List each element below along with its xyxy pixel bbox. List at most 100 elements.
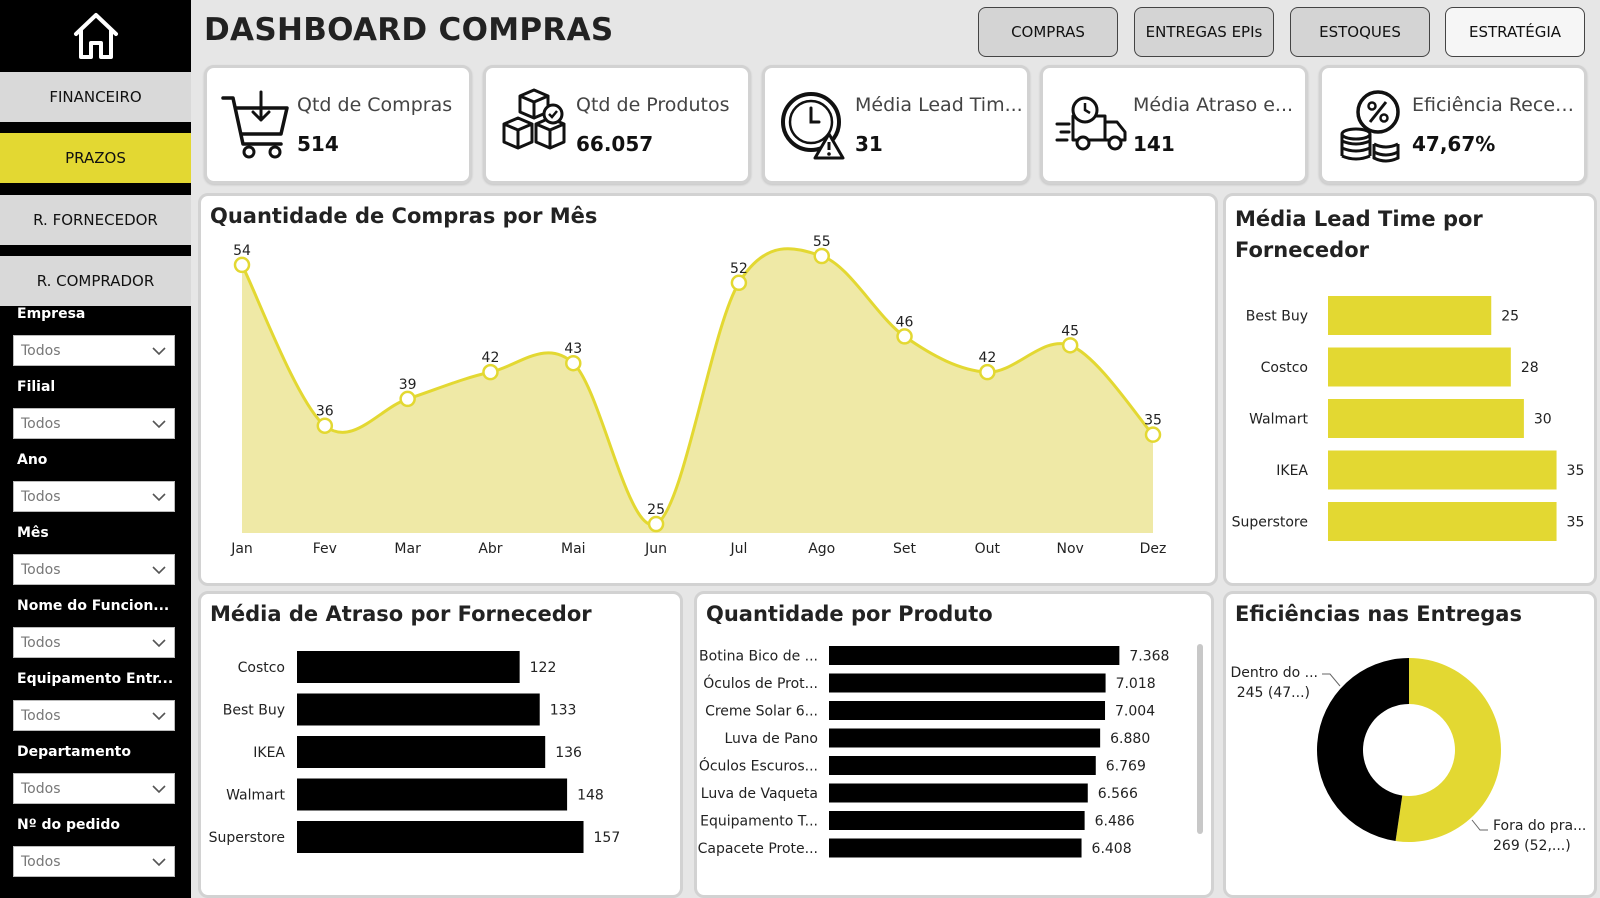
filter-label: Filial xyxy=(17,379,56,395)
filter-dropdown[interactable]: Todos xyxy=(13,846,175,877)
data-label: 55 xyxy=(813,234,831,250)
nav-label: PRAZOS xyxy=(65,149,126,167)
filter-dropdown[interactable]: Todos xyxy=(13,554,175,585)
chevron-down-icon xyxy=(152,858,166,867)
bar xyxy=(297,651,520,683)
bar-value-label: 28 xyxy=(1521,360,1539,376)
bar-category-label: Luva de Vaqueta xyxy=(701,786,818,802)
filter-dropdown[interactable]: Todos xyxy=(13,627,175,658)
bar xyxy=(829,838,1082,858)
percent-coins-icon xyxy=(1340,90,1400,163)
bar-category-label: Costco xyxy=(1261,360,1308,376)
x-tick-label: Mai xyxy=(561,541,586,557)
filter-dropdown[interactable]: Todos xyxy=(13,335,175,366)
estoques-button[interactable]: ESTOQUES xyxy=(1290,7,1430,57)
estrategia-button[interactable]: ESTRATÉGIA xyxy=(1445,7,1585,57)
filter-value: Todos xyxy=(21,708,61,724)
bar xyxy=(297,693,540,726)
nav-r-fornecedor[interactable]: R. FORNECEDOR xyxy=(0,195,191,245)
data-label: 25 xyxy=(647,502,665,518)
compras-button[interactable]: COMPRAS xyxy=(978,7,1118,57)
scrollbar[interactable] xyxy=(1197,644,1203,834)
clock-alert-icon xyxy=(781,92,845,160)
bar-category-label: Capacete Prote... xyxy=(698,841,818,857)
bar-category-label: Creme Solar 6... xyxy=(705,704,818,720)
bar xyxy=(829,811,1085,830)
bar-category-label: Best Buy xyxy=(223,703,285,719)
bar xyxy=(297,778,568,811)
filter-label: Ano xyxy=(17,452,48,468)
kpi-card-qtd-compras: Qtd de Compras 514 xyxy=(204,65,472,184)
bar xyxy=(1328,296,1492,335)
data-label: 52 xyxy=(730,261,748,277)
bar xyxy=(829,783,1088,803)
data-label: 39 xyxy=(399,377,417,393)
bar-value-label: 157 xyxy=(594,830,621,846)
delivery-truck-icon xyxy=(1055,96,1127,151)
page-title: DASHBOARD COMPRAS xyxy=(204,12,614,48)
home-button[interactable] xyxy=(0,0,191,72)
filter-dropdown[interactable]: Todos xyxy=(13,700,175,731)
bar-category-label: Best Buy xyxy=(1246,309,1308,325)
kpi-card-media-atraso: Média Atraso e... 141 xyxy=(1040,65,1308,184)
x-tick-label: Fev xyxy=(313,541,337,557)
nav-r-comprador[interactable]: R. COMPRADOR xyxy=(0,256,191,306)
bar-value-label: 133 xyxy=(550,703,577,719)
x-tick-label: Jul xyxy=(729,541,747,557)
filter-value: Todos xyxy=(21,635,61,651)
filter-label: Equipamento Entr... xyxy=(17,671,174,687)
bar-category-label: Costco xyxy=(238,660,285,676)
chart-title: Quantidade de Compras por Mês xyxy=(210,204,598,228)
x-tick-label: Dez xyxy=(1140,541,1167,557)
data-label: 45 xyxy=(1061,323,1079,339)
leader-line xyxy=(1322,673,1341,687)
data-point xyxy=(565,354,582,372)
bar-category-label: Superstore xyxy=(209,830,285,846)
kpi-value: 141 xyxy=(1133,132,1175,156)
donut-slice xyxy=(1317,658,1409,842)
area-fill xyxy=(242,248,1153,533)
x-tick-label: Ago xyxy=(808,541,835,557)
filter-dropdown[interactable]: Todos xyxy=(13,773,175,804)
chevron-down-icon xyxy=(152,566,166,575)
filter-dropdown[interactable]: Todos xyxy=(13,408,175,439)
filter-value: Todos xyxy=(21,854,61,870)
kpi-label: Média Atraso e... xyxy=(1133,94,1294,116)
kpi-value: 31 xyxy=(855,132,883,156)
bar xyxy=(297,821,584,853)
bar-value-label: 7.368 xyxy=(1129,649,1169,665)
home-icon xyxy=(73,13,118,59)
bar-category-label: Óculos Escuros... xyxy=(699,757,818,775)
donut-chart: Dentro do ... 245 (47...) Fora do pra... 26… xyxy=(1231,658,1586,854)
kpi-card-media-lead-time: Média Lead Tim... 31 xyxy=(762,65,1030,184)
bar xyxy=(1328,450,1557,490)
slice-label: Fora do pra... xyxy=(1493,818,1586,834)
kpi-label: Eficiência Recebi... xyxy=(1412,94,1584,116)
data-label: 43 xyxy=(564,341,582,357)
bar-category-label: Botina Bico de ... xyxy=(699,649,818,665)
donut-slice xyxy=(1395,658,1501,842)
slice-detail: 245 (47...) xyxy=(1237,685,1310,701)
bar-category-label: Walmart xyxy=(1249,412,1308,428)
chart-lead-time-fornecedor: Média Lead Time por Fornecedor Best Buy 2… xyxy=(1223,193,1597,586)
bar-value-label: 25 xyxy=(1501,309,1519,325)
x-tick-label: Out xyxy=(975,541,1001,557)
data-label: 35 xyxy=(1144,413,1162,429)
data-point xyxy=(979,363,996,381)
chevron-down-icon xyxy=(152,347,166,356)
bar xyxy=(1328,399,1524,438)
bar-chart: Botina Bico de ... 7.368 Óculos de Prot...… xyxy=(698,646,1169,858)
chart-title: Quantidade por Produto xyxy=(706,602,993,626)
filter-dropdown[interactable]: Todos xyxy=(13,481,175,512)
nav-prazos[interactable]: PRAZOS xyxy=(0,133,191,183)
bar-chart: Costco 122 Best Buy 133 IKEA 136 Walmart 148 Sup… xyxy=(209,651,621,853)
filter-label: Empresa xyxy=(17,306,86,322)
data-point xyxy=(1061,337,1079,354)
x-tick-label: Set xyxy=(893,541,917,557)
chart-quantidade-por-produto: Quantidade por Produto Botina Bico de ..… xyxy=(694,591,1214,898)
kpi-card-qtd-produtos: Qtd de Produtos 66.057 xyxy=(483,65,751,184)
nav-financeiro[interactable]: FINANCEIRO xyxy=(0,72,191,122)
entregas-epis-button[interactable]: ENTREGAS EPIs xyxy=(1134,7,1274,57)
bar-category-label: Superstore xyxy=(1232,515,1308,531)
x-tick-label: Jan xyxy=(230,541,253,557)
